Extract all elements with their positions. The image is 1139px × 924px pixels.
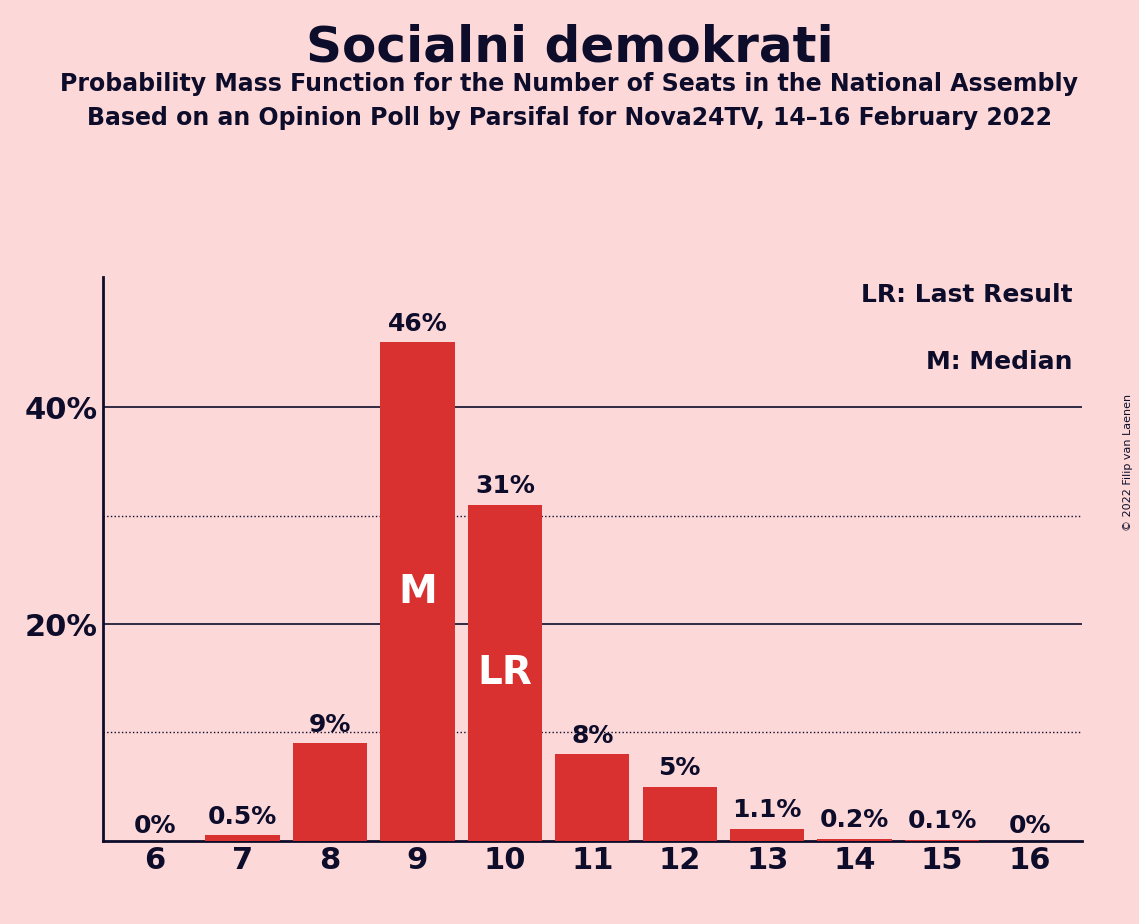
Text: LR: LR: [477, 654, 532, 692]
Text: Probability Mass Function for the Number of Seats in the National Assembly: Probability Mass Function for the Number…: [60, 72, 1079, 96]
Text: 0.5%: 0.5%: [207, 805, 277, 829]
Bar: [642, 786, 716, 841]
Bar: [468, 505, 542, 841]
Bar: [380, 342, 454, 841]
Text: 0%: 0%: [133, 814, 177, 837]
Text: M: M: [398, 573, 436, 611]
Text: Based on an Opinion Poll by Parsifal for Nova24TV, 14–16 February 2022: Based on an Opinion Poll by Parsifal for…: [87, 106, 1052, 130]
Text: 5%: 5%: [658, 756, 700, 780]
Bar: [205, 835, 279, 841]
Bar: [293, 743, 367, 841]
Text: M: Median: M: Median: [926, 350, 1072, 374]
Bar: [730, 829, 804, 841]
Bar: [818, 839, 892, 841]
Text: 0.2%: 0.2%: [820, 808, 890, 833]
Text: 1.1%: 1.1%: [732, 798, 802, 822]
Text: 31%: 31%: [475, 474, 534, 498]
Bar: [555, 754, 630, 841]
Text: LR: Last Result: LR: Last Result: [861, 283, 1072, 307]
Bar: [906, 840, 980, 841]
Text: 46%: 46%: [387, 311, 448, 335]
Text: 0%: 0%: [1008, 814, 1051, 837]
Text: © 2022 Filip van Laenen: © 2022 Filip van Laenen: [1123, 394, 1133, 530]
Text: Socialni demokrati: Socialni demokrati: [305, 23, 834, 71]
Text: 9%: 9%: [309, 712, 351, 736]
Text: 8%: 8%: [571, 723, 614, 748]
Text: 0.1%: 0.1%: [908, 809, 977, 833]
